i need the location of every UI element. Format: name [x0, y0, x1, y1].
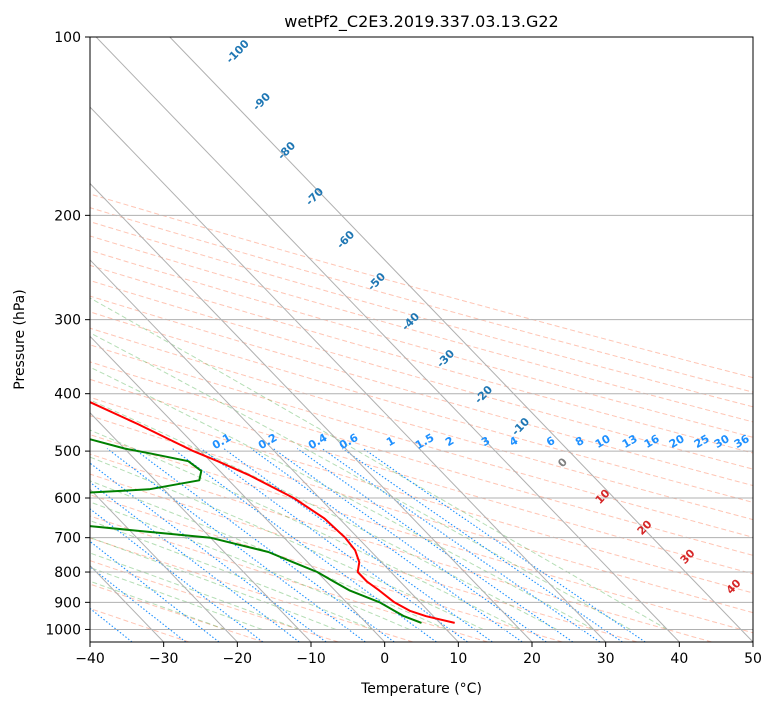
moist-adiabat — [90, 366, 594, 630]
mixing-ratio-line — [272, 448, 547, 642]
x-tick-label: 40 — [670, 651, 688, 667]
x-tick-label: 10 — [449, 651, 467, 667]
dry-adiabat — [90, 378, 753, 575]
y-axis-label: Pressure (hPa) — [12, 289, 28, 389]
dry-adiabat — [90, 494, 563, 642]
moist-adiabat — [90, 520, 373, 630]
y-tick-label: 200 — [54, 208, 81, 224]
moist-adiabat — [90, 399, 557, 630]
mixing-ratio-line — [250, 448, 523, 642]
mixing-ratio-line — [133, 448, 395, 642]
background-guide-lines — [90, 193, 753, 642]
isotherm — [95, 37, 680, 642]
isotherm — [90, 488, 238, 642]
mixing-ratio-line — [172, 448, 437, 642]
dry-adiabat — [90, 453, 712, 642]
isotherm — [90, 412, 312, 642]
y-tick-label: 600 — [54, 491, 81, 507]
mixing-ratio-line — [90, 508, 264, 642]
mixing-ratio-line — [342, 448, 623, 642]
y-tick-label: 900 — [54, 595, 81, 611]
y-tick-label: 800 — [54, 565, 81, 581]
x-tick-label: 50 — [744, 651, 762, 667]
isotherm — [90, 182, 533, 642]
x-tick-label: 30 — [597, 651, 615, 667]
x-tick-label: 20 — [523, 651, 541, 667]
x-tick-label: −40 — [75, 651, 105, 667]
dewpoint-profile — [90, 438, 422, 624]
moist-adiabat — [90, 456, 484, 630]
moist-adiabat — [90, 429, 521, 630]
moist-adiabat — [90, 480, 447, 630]
grid-lines — [90, 37, 753, 642]
x-tick-label: −20 — [223, 651, 253, 667]
dry-adiabat — [90, 415, 753, 614]
y-tick-label: 1000 — [45, 622, 81, 638]
y-tick-label: 500 — [54, 444, 81, 460]
moist-adiabat — [90, 552, 300, 630]
moist-adiabat — [90, 332, 631, 630]
dry-adiabat — [90, 537, 414, 642]
moist-adiabat — [90, 566, 263, 630]
mixing-ratio-line — [90, 540, 220, 642]
isotherm — [169, 37, 753, 642]
y-tick-label: 400 — [54, 387, 81, 403]
mixing-ratio-line — [90, 462, 327, 642]
y-tick-label: 700 — [54, 531, 81, 547]
x-tick-label: 0 — [380, 651, 389, 667]
dry-adiabat — [90, 344, 753, 538]
moist-adiabat — [90, 297, 668, 630]
dry-adiabat — [90, 560, 339, 642]
y-tick-label: 300 — [54, 313, 81, 329]
x-axis-label: Temperature (°C) — [360, 681, 482, 697]
axes: −40 −30 −20 −10 0 10 20 30 40 50 1000 900 800 700 600 5… — [45, 30, 762, 667]
mixing-ratio-line — [106, 448, 366, 642]
y-tick-label: 100 — [54, 30, 81, 46]
temperature-profile — [90, 401, 455, 624]
plot-background — [90, 37, 753, 642]
chart-title: wetPf2_C2E3.2019.337.03.13.G22 — [284, 12, 558, 32]
x-tick-label: −30 — [149, 651, 179, 667]
isotherm — [90, 106, 607, 642]
dry-adiabat — [90, 311, 753, 503]
isotherm — [90, 259, 459, 642]
plot-frame — [89, 36, 754, 643]
series-layer — [90, 401, 455, 624]
dry-adiabat — [90, 434, 753, 634]
isotherm — [90, 335, 386, 642]
dry-adiabat — [90, 473, 638, 642]
x-tick-label: −10 — [296, 651, 326, 667]
